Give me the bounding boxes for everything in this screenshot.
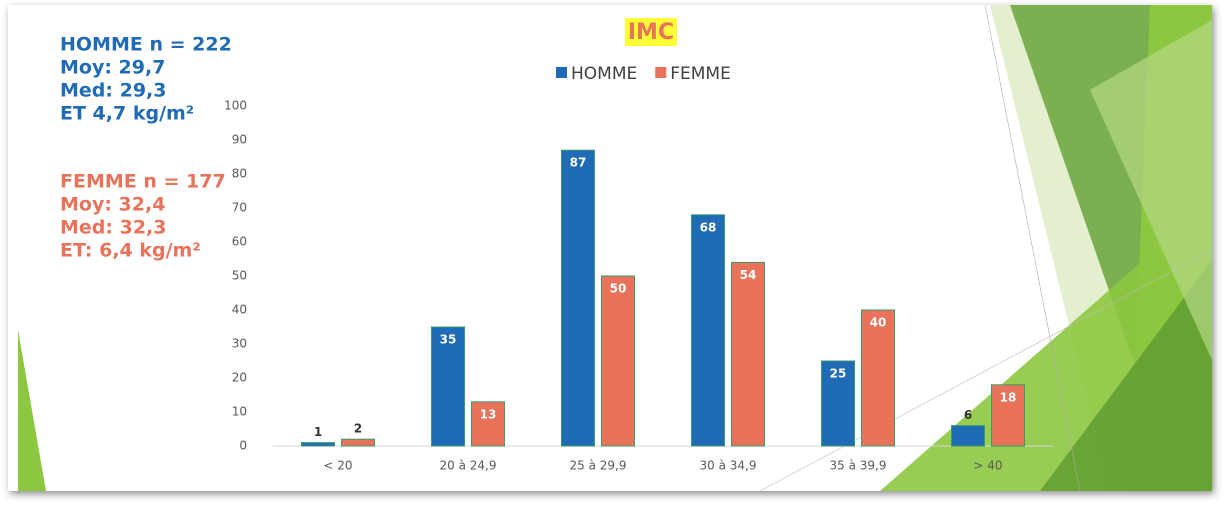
bar bbox=[951, 425, 985, 447]
stat-line: FEMME n = 177 bbox=[60, 171, 226, 193]
data-label: 13 bbox=[480, 407, 497, 421]
bar bbox=[601, 275, 635, 447]
data-label: 68 bbox=[700, 220, 717, 234]
data-label: 2 bbox=[354, 422, 362, 436]
legend-swatch bbox=[556, 67, 567, 78]
x-tick-label: < 20 bbox=[323, 459, 352, 473]
bar bbox=[861, 309, 895, 447]
legend-label: FEMME bbox=[670, 64, 731, 84]
data-label: 54 bbox=[740, 268, 757, 282]
legend-label: HOMME bbox=[571, 64, 637, 84]
y-tick-label: 30 bbox=[232, 337, 247, 351]
data-label: 25 bbox=[830, 367, 847, 381]
legend-swatch bbox=[655, 67, 667, 78]
y-tick-label: 60 bbox=[232, 235, 247, 249]
stat-line: Med: 32,3 bbox=[60, 217, 167, 239]
stat-line: Moy: 32,4 bbox=[60, 194, 165, 216]
y-tick-label: 50 bbox=[232, 269, 247, 283]
stat-line: Moy: 29,7 bbox=[60, 57, 165, 79]
plot: HOMME FEMME 0 10 20 30 40 50 60 70 80 90 100 < 20 1 2 20… bbox=[224, 64, 1053, 473]
data-label: 35 bbox=[440, 333, 457, 347]
y-tick-label: 20 bbox=[232, 371, 247, 385]
stat-line: ET 4,7 kg/m² bbox=[60, 103, 194, 125]
bar bbox=[691, 214, 725, 447]
x-tick-label: 25 à 29,9 bbox=[570, 459, 627, 473]
data-label: 87 bbox=[570, 156, 587, 170]
y-tick-label: 80 bbox=[232, 167, 247, 181]
x-tick-label: 35 à 39,9 bbox=[830, 459, 887, 473]
bar bbox=[431, 326, 465, 447]
y-tick-label: 0 bbox=[239, 439, 247, 453]
bar bbox=[301, 442, 335, 447]
bar bbox=[731, 261, 765, 447]
x-tick-label: > 40 bbox=[973, 459, 1002, 473]
data-label: 1 bbox=[314, 425, 322, 439]
x-tick-label: 30 à 34,9 bbox=[700, 459, 757, 473]
stat-line: Med: 29,3 bbox=[60, 80, 167, 102]
y-tick-label: 70 bbox=[232, 201, 247, 215]
bar bbox=[821, 360, 855, 447]
data-label: 18 bbox=[1000, 390, 1017, 404]
data-label: 40 bbox=[870, 316, 887, 330]
y-tick-label: 10 bbox=[232, 405, 247, 419]
y-tick-label: 90 bbox=[232, 133, 247, 147]
bar bbox=[991, 384, 1025, 447]
data-label: 50 bbox=[610, 282, 627, 296]
data-label: 6 bbox=[964, 408, 972, 422]
title-highlight bbox=[625, 18, 677, 46]
bar bbox=[341, 438, 375, 447]
y-tick-label: 100 bbox=[224, 99, 247, 113]
decoration bbox=[18, 4, 1213, 492]
bar bbox=[471, 401, 505, 447]
chart-title: IMC bbox=[628, 20, 674, 45]
x-tick-label: 20 à 24,9 bbox=[440, 459, 497, 473]
stat-line: ET: 6,4 kg/m² bbox=[60, 240, 201, 262]
y-tick-label: 40 bbox=[232, 303, 247, 317]
bar bbox=[561, 149, 595, 447]
stat-line: HOMME n = 222 bbox=[60, 34, 232, 56]
